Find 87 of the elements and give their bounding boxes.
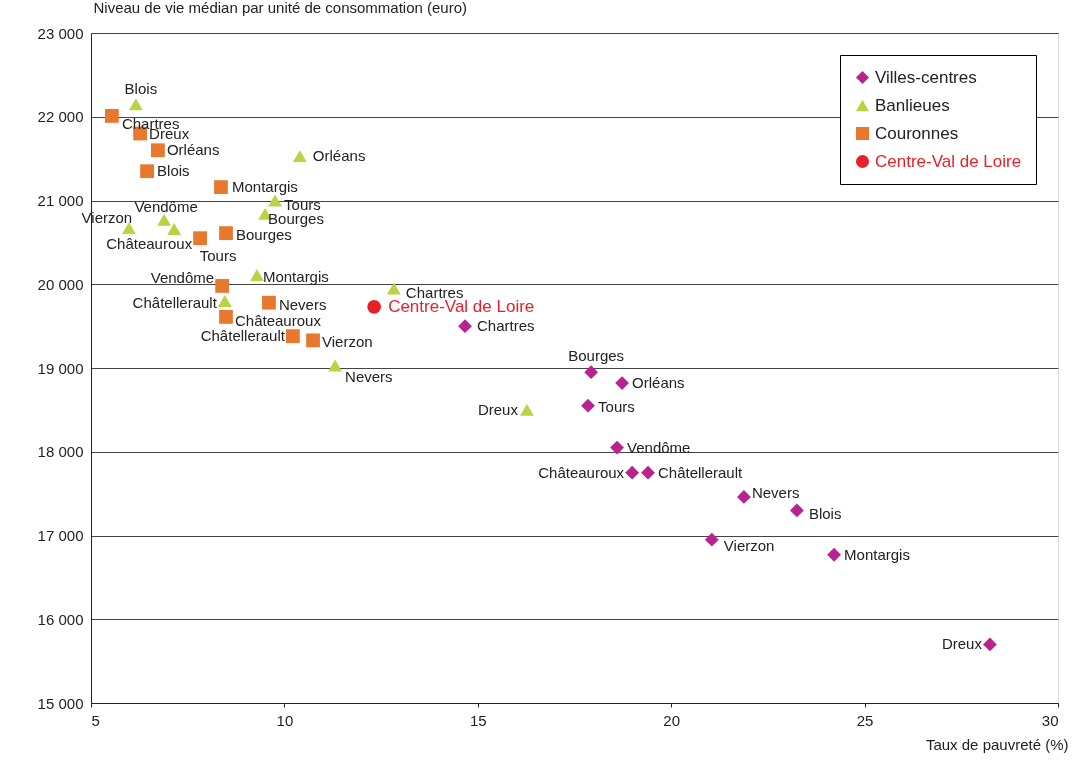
point	[306, 333, 320, 348]
annotation: Vierzon	[723, 536, 775, 554]
annotation: Vendôme	[627, 438, 691, 456]
y-tick-label: 22 000	[37, 108, 84, 126]
annotation: Châteauroux	[234, 311, 322, 329]
annotation: Orléans	[632, 374, 685, 392]
point	[386, 282, 401, 295]
point	[219, 310, 233, 324]
y-tick-label: 15 000	[37, 694, 84, 712]
point	[581, 398, 595, 413]
y-tick-label: 16 000	[37, 610, 84, 628]
point	[215, 279, 230, 293]
annotation: Dreux	[941, 635, 983, 653]
annotation: Blois	[157, 162, 190, 180]
annotation: Vendôme	[134, 197, 198, 215]
x-tick-label: 5	[91, 711, 100, 729]
annotation: Tours	[598, 397, 635, 415]
point	[151, 143, 165, 158]
legend-label: Banlieues	[875, 95, 950, 115]
annotation: Bourges	[568, 347, 625, 365]
annotation: Montargis	[262, 268, 329, 286]
annotation: Orléans	[312, 147, 366, 165]
point	[328, 359, 342, 372]
point	[262, 295, 276, 310]
x-axis-title: Taux de pauvreté (%)	[925, 735, 1069, 753]
x-tick-label: 30	[1041, 711, 1059, 729]
point	[122, 222, 136, 235]
point	[167, 223, 182, 235]
point	[790, 503, 804, 518]
y-tick-label: 17 000	[37, 527, 84, 544]
annotation: Orléans	[166, 141, 220, 159]
point	[520, 403, 534, 416]
annotation: Blois	[808, 505, 842, 523]
point	[157, 213, 171, 226]
point	[193, 231, 207, 246]
annotation: Montargis	[844, 545, 910, 563]
point	[737, 490, 751, 504]
annotation: Nevers	[751, 483, 800, 501]
x-tick-label: 20	[663, 711, 681, 729]
point	[292, 150, 307, 163]
annotation: Châtellerault	[657, 463, 744, 481]
y-tick-label: 19 000	[37, 359, 84, 377]
annotation: Tours	[199, 247, 237, 265]
point	[217, 295, 232, 307]
point	[610, 440, 624, 455]
x-tick-label: 25	[856, 711, 874, 729]
annotation: Châteauroux	[106, 234, 193, 252]
annotation: Dreux	[477, 400, 519, 418]
point	[250, 269, 264, 282]
y-tick-label: 20 000	[37, 275, 84, 293]
y-tick-label: 23 000	[37, 24, 84, 42]
annotation: Bourges	[235, 226, 292, 244]
point	[704, 532, 719, 547]
x-tick-label: 10	[276, 711, 294, 729]
annotation: Blois	[124, 80, 158, 98]
point	[105, 109, 119, 123]
point	[268, 194, 283, 207]
annotation: Châteauroux	[538, 463, 625, 481]
point	[615, 376, 629, 390]
annotation: Vendôme	[150, 268, 215, 286]
point	[458, 319, 472, 334]
point	[367, 299, 382, 314]
annotation: Châtellerault	[200, 327, 286, 345]
annotation: Chartres	[477, 317, 535, 335]
annotation: Bourges	[268, 209, 324, 227]
y-tick-label: 21 000	[37, 192, 84, 209]
point	[641, 465, 655, 480]
point	[140, 164, 154, 179]
point	[128, 98, 143, 111]
point	[286, 329, 300, 344]
y-tick-label: 18 000	[37, 443, 84, 461]
legend-label: Couronnes	[875, 123, 959, 143]
point	[584, 365, 599, 380]
x-tick-label: 15	[469, 711, 487, 729]
point	[827, 547, 841, 562]
point	[983, 637, 997, 652]
annotation: Nevers	[278, 295, 327, 313]
point	[219, 226, 233, 241]
y-axis-title: Niveau de vie médian par unité de consommation (euro)	[93, 0, 468, 16]
annotation: Châtellerault	[132, 294, 218, 311]
point	[625, 465, 640, 480]
point	[214, 180, 228, 194]
legend-label: Villes-centres	[875, 67, 977, 87]
annotation: Vierzon	[322, 333, 373, 351]
annotation: Nevers	[345, 368, 393, 386]
legend-label: Centre-Val de Loire	[875, 151, 1022, 171]
annotation: Montargis	[231, 178, 298, 196]
